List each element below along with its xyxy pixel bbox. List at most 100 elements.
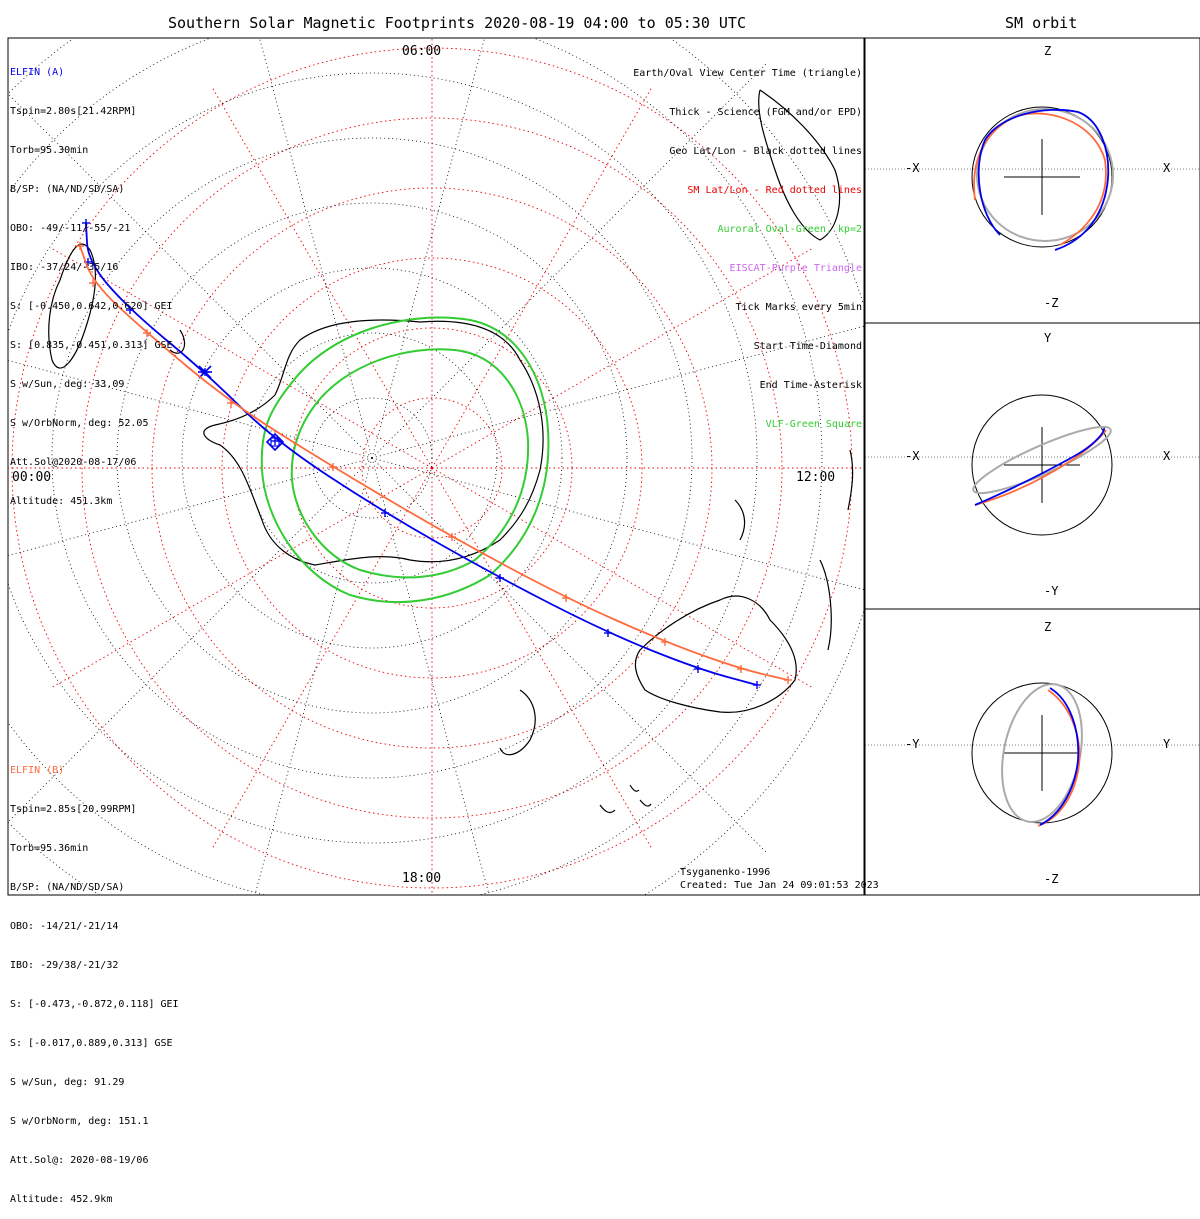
geo-lon-line bbox=[254, 457, 373, 895]
geo-lat-circle bbox=[116, 202, 628, 714]
orbit3-left-label: -Y bbox=[905, 737, 920, 751]
mlt-label-left: 00:00 bbox=[12, 470, 52, 485]
elfin-b-line: S: [-0.473,-0.872,0.118] GEI bbox=[10, 999, 179, 1010]
orbit-track-a bbox=[974, 427, 1105, 506]
geo-lat-circle bbox=[51, 137, 693, 779]
legend-entry: SM Lat/Lon - Red dotted lines bbox=[687, 185, 862, 196]
elfin-b-line: Torb=95.36min bbox=[10, 843, 89, 854]
auroral-oval-outer bbox=[260, 316, 550, 604]
legend-entry: EISCAT-Purple Triangle bbox=[729, 263, 862, 274]
orbit3-top-label: Z bbox=[1044, 620, 1052, 634]
orbit2-left-label: -X bbox=[905, 449, 920, 463]
sm-lat-circle bbox=[81, 117, 783, 819]
legend: Earth/Oval View Center Time (triangle) T… bbox=[633, 41, 862, 444]
elfin-a-line: IBO: -37/24/-35/16 bbox=[10, 262, 119, 273]
orbit-track-a bbox=[1039, 687, 1080, 826]
elfin-a-line: S: [0.835,-0.451,0.313] GSE bbox=[10, 340, 173, 351]
elfin-a-line: B/SP: (NA/ND/SD/SA) bbox=[10, 184, 125, 195]
orbit-track-b bbox=[973, 112, 1107, 246]
orbit-track-b bbox=[974, 429, 1107, 506]
orbit3-right-label: Y bbox=[1163, 737, 1171, 751]
orbit1-left-label: -X bbox=[905, 161, 920, 175]
elfin-b-line: B/SP: (NA/ND/SD/SA) bbox=[10, 882, 125, 893]
orbit1-bottom-label: -Z bbox=[1044, 296, 1059, 310]
geo-lat-circle bbox=[311, 397, 433, 519]
elfin-a-line: Tspin=2.80s[21.42RPM] bbox=[10, 106, 137, 117]
coastline bbox=[599, 804, 616, 814]
coastlines bbox=[48, 89, 854, 814]
orbit-ellipse bbox=[976, 108, 1114, 242]
elfin-a-line: OBO: -49/-11/-55/-21 bbox=[10, 223, 131, 234]
geo-lon-line bbox=[371, 38, 485, 459]
footprint-tracks bbox=[76, 219, 792, 689]
polar-grid bbox=[8, 38, 864, 895]
elfin-b-title: ELFIN (B) bbox=[10, 765, 65, 776]
elfin-b-info: ELFIN (B) Tspin=2.85s[20.99RPM] Torb=95.… bbox=[10, 738, 179, 1219]
sm-lon-line bbox=[431, 467, 814, 689]
elfin-a-info: ELFIN (A) Tspin=2.80s[21.42RPM] Torb=95.… bbox=[10, 40, 173, 521]
coastline bbox=[629, 784, 640, 792]
vlf-square bbox=[270, 437, 280, 447]
start-diamond bbox=[265, 432, 285, 452]
elfin-a-line: S: [-0.450,0.642,0.620] GEI bbox=[10, 301, 173, 312]
geo-lat-circle bbox=[8, 72, 758, 844]
elfin-b-line: Altitude: 452.9km bbox=[10, 1194, 113, 1205]
coastline bbox=[847, 449, 854, 511]
legend-entry: Auroral Oval-Green, kp=2 bbox=[717, 224, 863, 235]
coastline bbox=[203, 319, 544, 566]
legend-entry: Earth/Oval View Center Time (triangle) bbox=[633, 68, 862, 79]
sm-lon-line bbox=[211, 467, 433, 850]
earth-circle bbox=[971, 394, 1113, 536]
geo-lat-circle bbox=[246, 332, 498, 584]
side-panel-frame bbox=[864, 37, 1200, 896]
orbit-track-b bbox=[1037, 689, 1081, 827]
coastline bbox=[639, 799, 652, 807]
geo-lon-line bbox=[371, 457, 490, 895]
orbit1-top-label: Z bbox=[1044, 44, 1052, 58]
mlt-label-right: 12:00 bbox=[796, 470, 836, 485]
elfin-a-line: S w/Sun, deg: 33.09 bbox=[10, 379, 125, 390]
elfin-a-line: Att.Sol@2020-08-17/06 bbox=[10, 457, 137, 468]
coastline bbox=[48, 243, 97, 369]
sm-lon-line bbox=[431, 247, 814, 469]
coastline bbox=[169, 329, 185, 354]
coastline bbox=[758, 89, 841, 241]
sm-lon-line bbox=[431, 467, 653, 850]
elfin-b-line: S w/OrbNorm, deg: 151.1 bbox=[10, 1116, 149, 1127]
geo-lon-line bbox=[8, 360, 373, 459]
main-plot-frame bbox=[7, 37, 865, 896]
elfin-a-line: Torb=95.30min bbox=[10, 145, 89, 156]
geo-lon-line bbox=[8, 457, 373, 556]
geo-lat-circle bbox=[181, 267, 563, 649]
geo-lon-line bbox=[8, 93, 373, 459]
chart-canvas bbox=[7, 37, 1200, 896]
orbit-panels bbox=[865, 106, 1200, 827]
elfin-b-line: Att.Sol@: 2020-08-19/06 bbox=[10, 1155, 149, 1166]
geo-lon-line bbox=[8, 457, 373, 823]
coastline bbox=[634, 595, 797, 713]
legend-entry: VLF-Green Square bbox=[765, 419, 862, 430]
coastline bbox=[499, 689, 536, 756]
elfin-b-line: IBO: -29/38/-21/32 bbox=[10, 960, 119, 971]
orbit-track-a bbox=[977, 108, 1110, 251]
sm-lon-line bbox=[211, 86, 433, 469]
auroral-ovals bbox=[260, 316, 550, 604]
coastline bbox=[819, 559, 832, 651]
elfin-b-line: S: [-0.017,0.889,0.313] GSE bbox=[10, 1038, 173, 1049]
legend-entry: Thick - Science (FGM and/or EPD) bbox=[669, 107, 862, 118]
geo-lon-line bbox=[371, 457, 769, 855]
elfin-b-line: OBO: -14/21/-21/14 bbox=[10, 921, 119, 932]
geo-lat-circle bbox=[8, 38, 823, 895]
sm-lat-circle bbox=[221, 257, 643, 679]
coastline bbox=[734, 499, 746, 541]
sm-lon-line bbox=[431, 86, 653, 469]
geo-lon-line bbox=[259, 38, 373, 459]
orbit2-bottom-label: -Y bbox=[1044, 584, 1059, 598]
elfin-b-line: Tspin=2.85s[20.99RPM] bbox=[10, 804, 137, 815]
sm-lon-line bbox=[50, 467, 433, 689]
main-title: Southern Solar Magnetic Footprints 2020-… bbox=[168, 14, 746, 32]
orbit2-right-label: X bbox=[1163, 449, 1171, 463]
legend-entry: End Time-Asterisk bbox=[759, 380, 862, 391]
legend-entry: Tick Marks every 5min bbox=[735, 302, 862, 313]
mlt-label-bottom: 18:00 bbox=[402, 871, 442, 886]
